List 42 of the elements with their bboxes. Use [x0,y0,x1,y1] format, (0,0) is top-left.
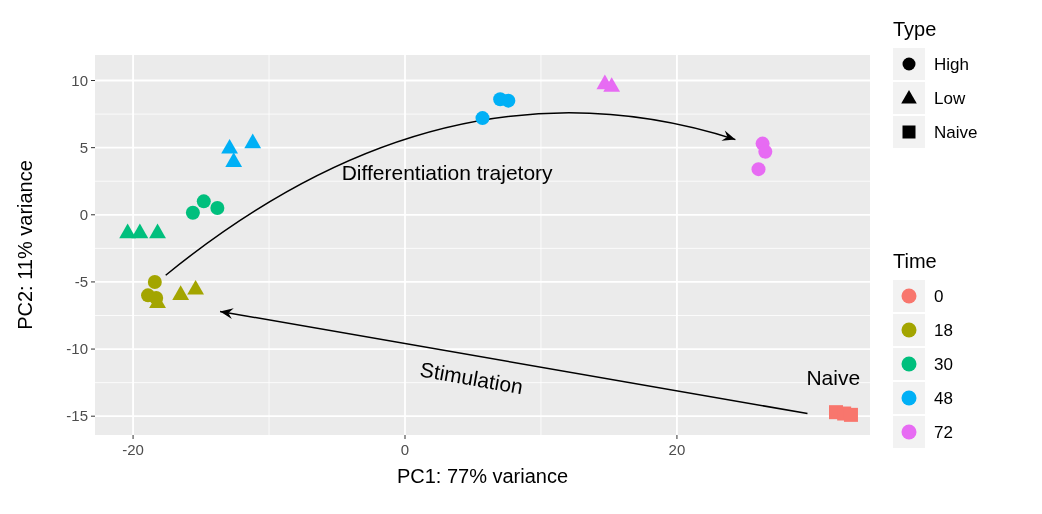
annotation: Naive [806,366,861,390]
point [119,223,137,239]
text: Type [893,18,937,40]
text: 72 [934,423,953,442]
point [843,407,858,422]
annotation: Stimulation [418,357,525,399]
y-tick-label: 0 [79,205,88,223]
text: Naive [934,123,978,142]
text: High [934,55,969,74]
x-tick-label: 20 [668,441,686,458]
y-tick-label: -15 [66,407,88,425]
text: Low [934,89,966,108]
text: 48 [934,389,953,408]
point [172,285,190,300]
point [221,138,239,154]
point [751,162,766,177]
y-tick-label: -5 [74,272,88,290]
y-tick-label: -10 [66,340,88,358]
point [185,205,200,220]
y-axis-title: PC2: 11% variance [14,160,36,330]
point [131,223,149,239]
point [187,279,205,295]
point [758,144,773,159]
x-tick-label: -20 [122,441,144,458]
text: 18 [934,321,953,340]
point [149,223,166,239]
point [475,111,490,126]
x-tick-label: 0 [400,441,410,458]
text: Time [893,250,937,272]
point [603,77,621,92]
y-tick-label: 5 [79,138,88,156]
point [501,93,516,108]
annotation: Differentiation trajetory [341,160,554,184]
y-tick-label: 10 [71,71,88,89]
point [225,152,243,168]
point [210,201,225,216]
text: 30 [934,355,953,374]
x-axis-title: PC1: 77% variance [396,465,569,487]
point [196,194,211,209]
text: 0 [934,287,944,306]
point [244,133,262,149]
point [147,274,162,289]
